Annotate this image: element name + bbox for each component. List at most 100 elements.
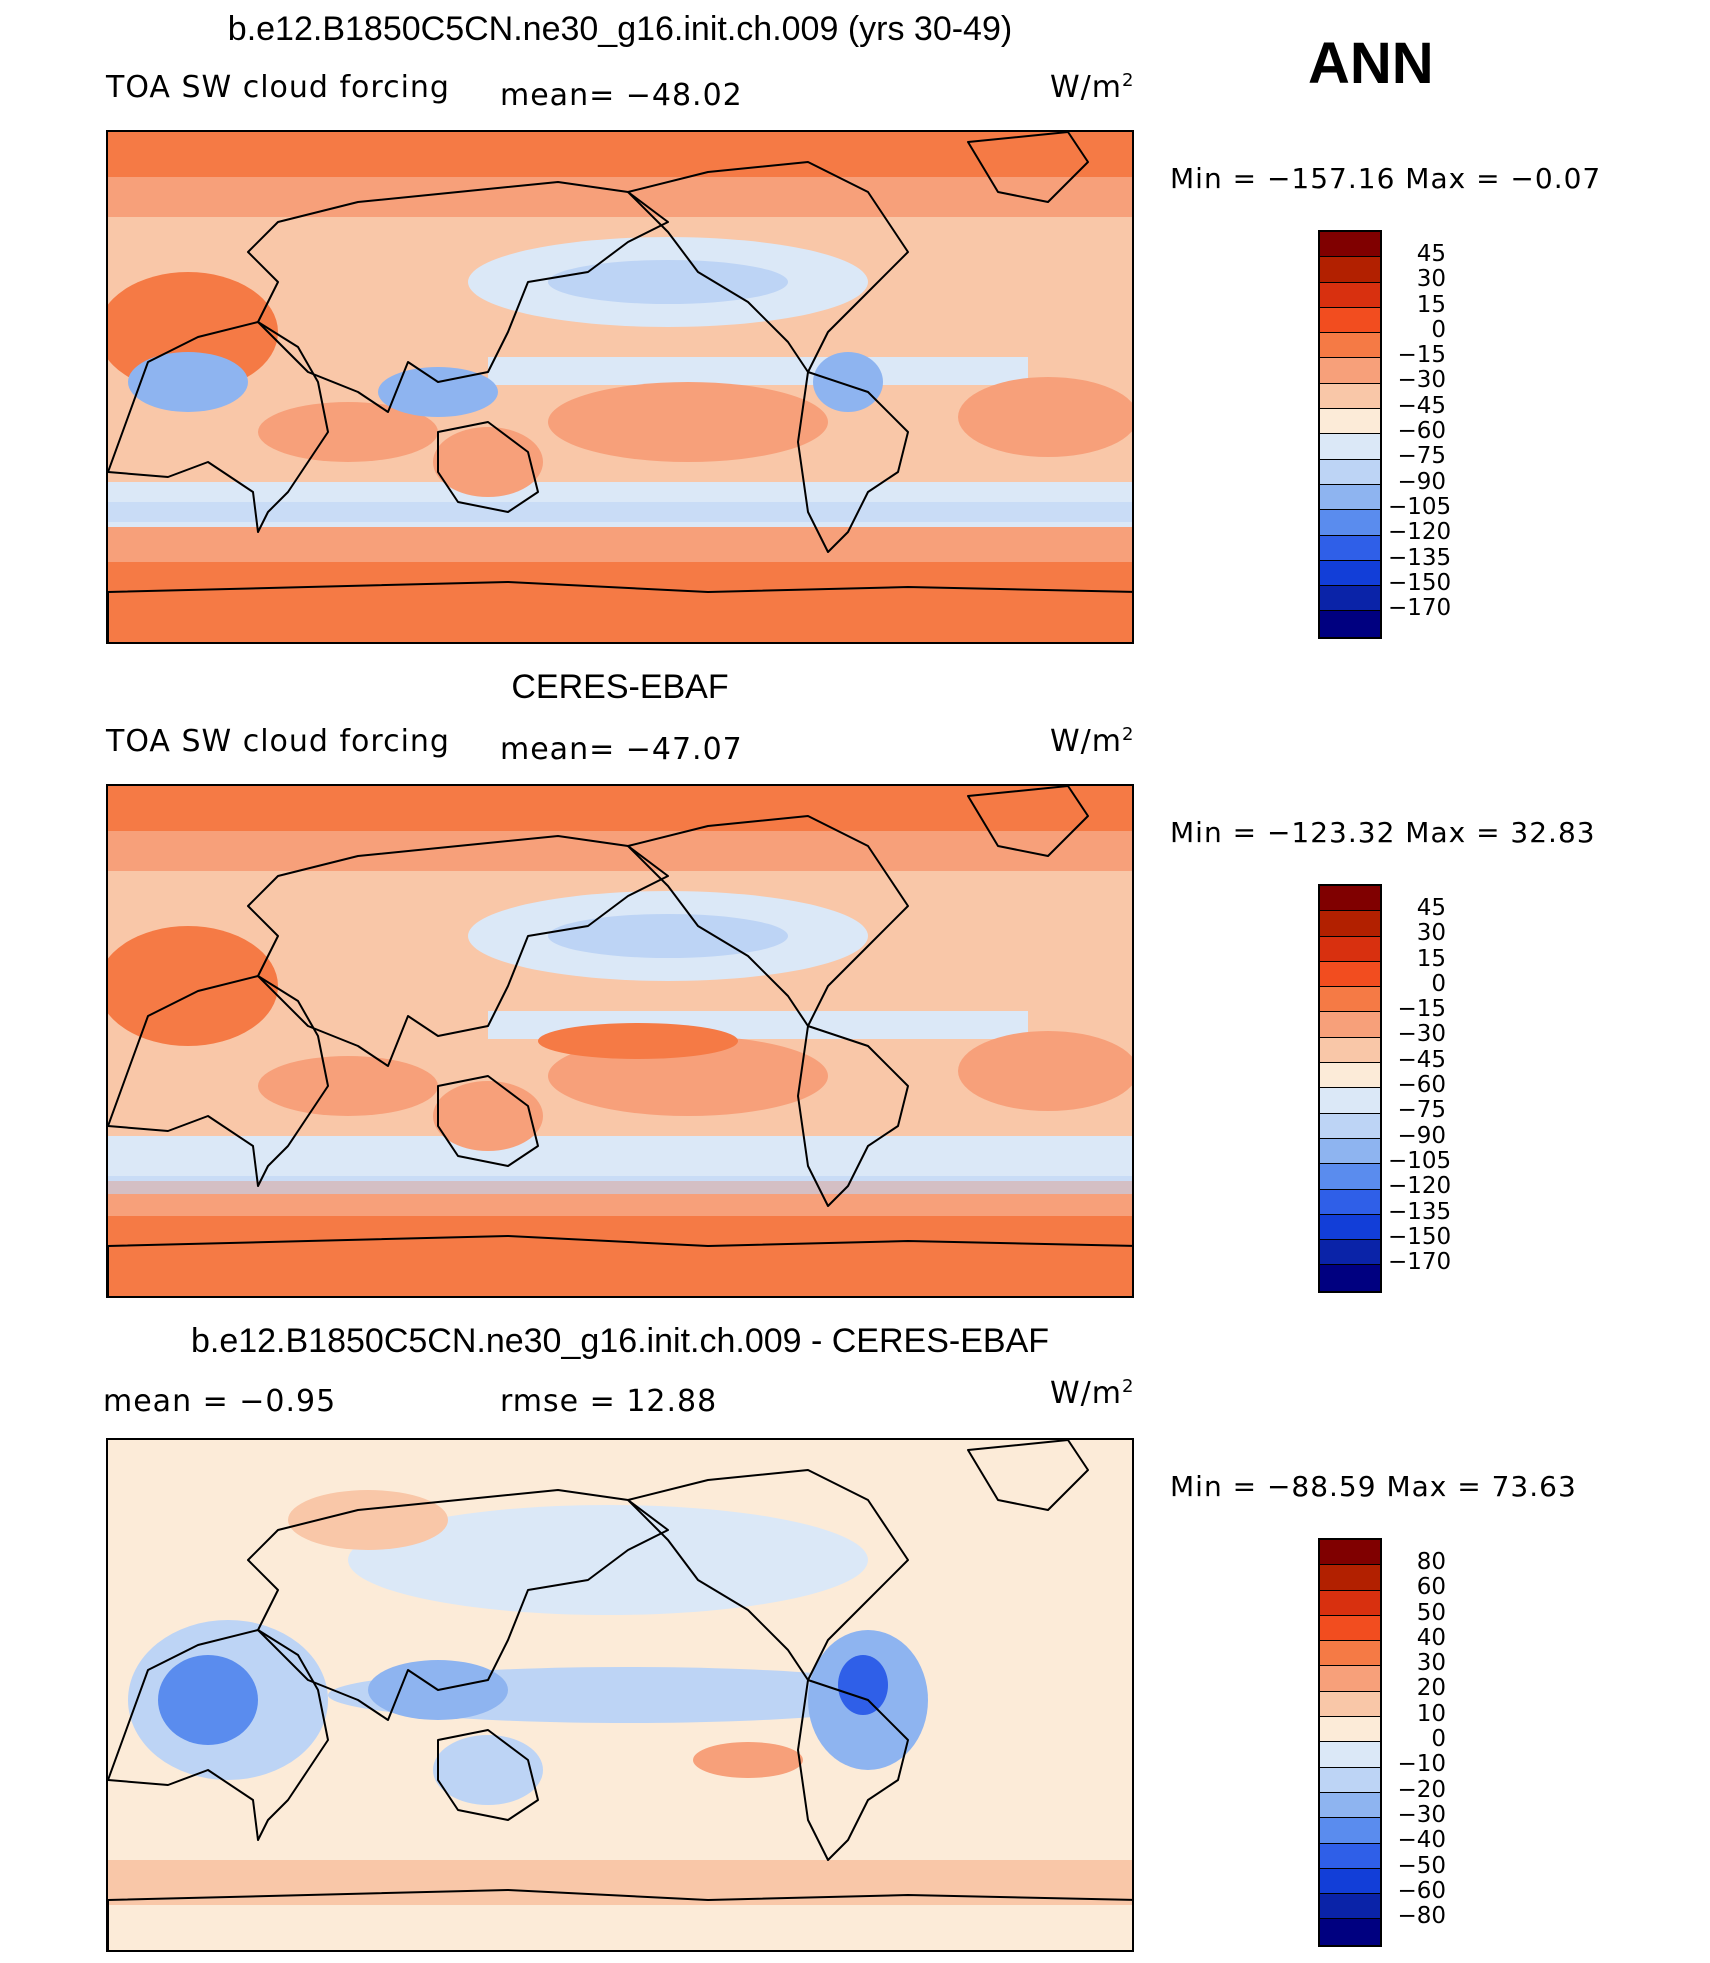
colorbar-tick-label: −30	[1397, 1801, 1446, 1828]
colorbar-tick-label: −15	[1397, 996, 1446, 1023]
panel-3-map	[106, 1438, 1134, 1952]
colorbar-swatch	[1320, 1843, 1380, 1869]
panel-3-colorbar	[1318, 1538, 1382, 1947]
colorbar-tick-label: 15	[1416, 945, 1446, 972]
colorbar-tick-label: 45	[1416, 241, 1446, 267]
colorbar-swatch	[1320, 282, 1380, 308]
colorbar-swatch	[1320, 1894, 1380, 1920]
colorbar-tick-label: −170	[1388, 595, 1452, 622]
colorbar-tick-label: −40	[1397, 1827, 1446, 1854]
colorbar-tick-label: −50	[1397, 1852, 1446, 1879]
colorbar-tick-label: 50	[1416, 1599, 1446, 1626]
colorbar-tick-label: 0	[1431, 316, 1446, 343]
colorbar-swatch	[1320, 1919, 1380, 1945]
colorbar-tick-label: −120	[1388, 519, 1452, 546]
panel-3-title: b.e12.B1850C5CN.ne30_g16.init.ch.009 - C…	[190, 1322, 1050, 1360]
panel-1-units: W/m2	[1050, 70, 1135, 105]
colorbar-swatch	[1320, 1138, 1380, 1165]
colorbar-tick-label: −135	[1388, 544, 1452, 571]
panel-3-units: W/m2	[1050, 1376, 1135, 1411]
colorbar-swatch	[1320, 1240, 1380, 1266]
colorbar-swatch	[1320, 1641, 1380, 1667]
colorbar-swatch	[1320, 257, 1380, 283]
colorbar-swatch	[1320, 307, 1380, 334]
colorbar-tick-label: −15	[1397, 342, 1446, 369]
panel-2-map	[106, 784, 1134, 1298]
colorbar-tick-label: 15	[1416, 291, 1446, 318]
panel-2-colorbar	[1318, 884, 1382, 1293]
colorbar-swatch	[1320, 936, 1380, 962]
colorbar-swatch	[1320, 1590, 1380, 1616]
colorbar-tick-label: −150	[1388, 569, 1452, 596]
colorbar-tick-label: −60	[1397, 1072, 1446, 1099]
colorbar-swatch	[1320, 560, 1380, 587]
panel-2-mean-label: mean= −47.07	[500, 732, 743, 767]
colorbar-tick-label: −120	[1388, 1173, 1452, 1200]
panel-3-min-max: Min = −88.59 Max = 73.63	[1170, 1470, 1577, 1503]
colorbar-tick-label: −150	[1388, 1223, 1452, 1250]
panel-1-min-max: Min = −157.16 Max = −0.07	[1170, 162, 1602, 195]
panel-2-colorbar-ticks: 45 30 15 0 −15 −30 −45 −60 −75 −90 −105 −120 −135 −15…	[1388, 895, 1452, 1276]
colorbar-swatch	[1320, 1012, 1380, 1038]
colorbar-tick-label: 60	[1416, 1574, 1446, 1601]
panel-3-mean-label: mean = −0.95	[103, 1384, 337, 1419]
colorbar-tick-label: −105	[1388, 1147, 1452, 1174]
panel-2-variable-label: TOA SW cloud forcing	[106, 724, 450, 759]
colorbar-tick-label: 10	[1416, 1700, 1446, 1727]
colorbar-swatch	[1320, 1717, 1380, 1743]
colorbar-swatch	[1320, 1164, 1380, 1190]
colorbar-swatch	[1320, 434, 1380, 460]
colorbar-swatch	[1320, 886, 1380, 912]
colorbar-swatch	[1320, 1868, 1380, 1895]
colorbar-tick-label: 0	[1431, 1726, 1446, 1753]
colorbar-tick-label: 30	[1416, 920, 1446, 947]
colorbar-tick-label: −135	[1388, 1198, 1452, 1225]
colorbar-tick-label: −10	[1397, 1751, 1446, 1778]
colorbar-swatch	[1320, 1214, 1380, 1241]
panel-1-colorbar	[1318, 230, 1382, 639]
colorbar-tick-label: −90	[1397, 468, 1446, 495]
colorbar-tick-label: −75	[1397, 443, 1446, 470]
colorbar-swatch	[1320, 1037, 1380, 1064]
panel-1-title: b.e12.B1850C5CN.ne30_g16.init.ch.009 (yr…	[227, 10, 1013, 48]
colorbar-swatch	[1320, 1742, 1380, 1768]
colorbar-swatch	[1320, 1615, 1380, 1642]
season-label: ANN	[1308, 31, 1434, 96]
colorbar-swatch	[1320, 1063, 1380, 1089]
colorbar-tick-label: 30	[1416, 266, 1446, 293]
panel-2-title: CERES-EBAF	[511, 668, 729, 706]
colorbar-swatch	[1320, 1088, 1380, 1114]
colorbar-swatch	[1320, 1792, 1380, 1819]
colorbar-swatch	[1320, 611, 1380, 637]
colorbar-tick-label: −45	[1397, 1046, 1446, 1073]
colorbar-swatch	[1320, 1113, 1380, 1139]
colorbar-swatch	[1320, 987, 1380, 1013]
colorbar-tick-label: −170	[1388, 1249, 1452, 1276]
panel-3-rmse-label: rmse = 12.88	[500, 1384, 718, 1419]
colorbar-swatch	[1320, 1666, 1380, 1692]
colorbar-swatch	[1320, 535, 1380, 561]
colorbar-tick-label: 45	[1416, 895, 1446, 921]
colorbar-swatch	[1320, 510, 1380, 536]
colorbar-swatch	[1320, 1189, 1380, 1215]
colorbar-swatch	[1320, 961, 1380, 988]
panel-1-mean-label: mean= −48.02	[500, 78, 743, 113]
colorbar-tick-label: −30	[1397, 1021, 1446, 1048]
colorbar-tick-label: −45	[1397, 392, 1446, 419]
colorbar-tick-label: −30	[1397, 367, 1446, 394]
panel-1-colorbar-ticks: 45 30 15 0 −15 −30 −45 −60 −75 −90 −105 −120 −135 −15…	[1388, 241, 1452, 622]
colorbar-swatch	[1320, 1767, 1380, 1793]
panel-1-variable-label: TOA SW cloud forcing	[106, 70, 450, 105]
colorbar-tick-label: −20	[1397, 1776, 1446, 1803]
colorbar-swatch	[1320, 333, 1380, 359]
world-map-difference	[108, 1440, 1132, 1950]
colorbar-tick-label: 30	[1416, 1650, 1446, 1677]
panel-2-units: W/m2	[1050, 724, 1135, 759]
colorbar-swatch	[1320, 358, 1380, 384]
panel-3-colorbar-ticks: 80 60 50 40 30 20 10 0 −10 −20 −30 −40 −50 −60 −80	[1388, 1549, 1446, 1929]
colorbar-swatch	[1320, 232, 1380, 258]
colorbar-tick-label: 0	[1431, 970, 1446, 997]
colorbar-tick-label: 20	[1416, 1675, 1446, 1702]
colorbar-tick-label: −60	[1397, 418, 1446, 445]
world-map-field	[108, 132, 1132, 642]
